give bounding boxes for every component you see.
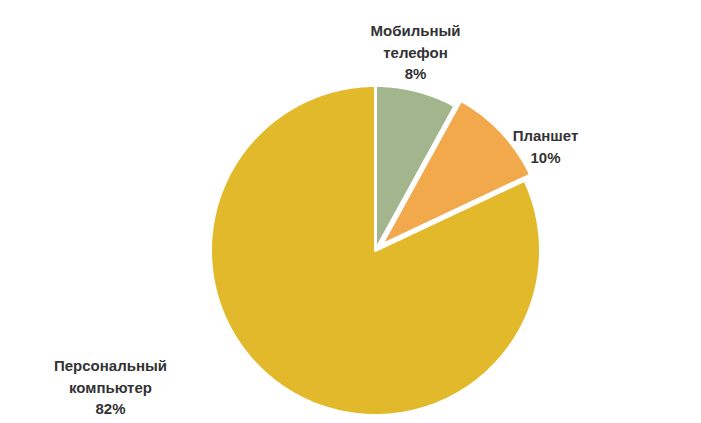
svg-text:Мобильныйтелефон8%: Мобильныйтелефон8% bbox=[371, 22, 461, 83]
svg-text:Планшет10%: Планшет10% bbox=[513, 127, 579, 166]
svg-text:Персональныйкомпьютер82%: Персональныйкомпьютер82% bbox=[54, 357, 167, 418]
